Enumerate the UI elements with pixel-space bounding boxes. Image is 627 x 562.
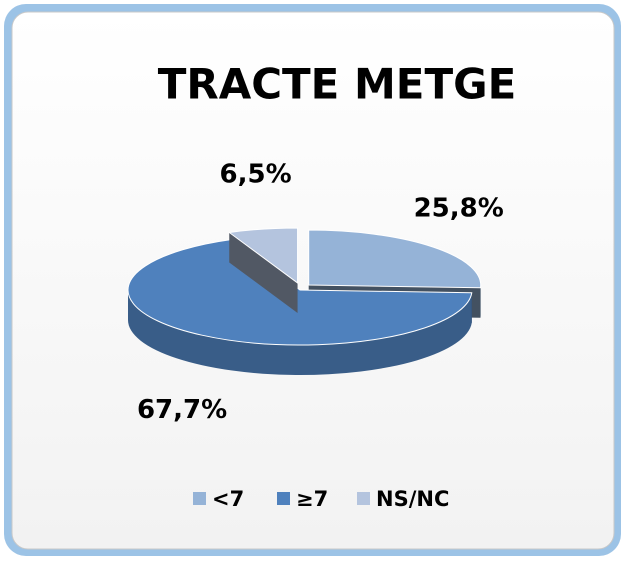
legend-label: ≥7 xyxy=(296,487,328,511)
pie-slice xyxy=(227,227,299,313)
data-label: 6,5% xyxy=(220,160,292,190)
slice-cut-face xyxy=(229,232,298,313)
slice-top xyxy=(127,238,473,346)
legend-label: <7 xyxy=(212,487,244,511)
legend-swatch xyxy=(357,492,370,505)
slice-top xyxy=(308,229,482,289)
legend-swatch xyxy=(193,492,206,505)
data-label: 67,7% xyxy=(137,395,227,425)
slice-top xyxy=(227,227,299,284)
legend-swatch xyxy=(277,492,290,505)
legend-label: NS/NC xyxy=(376,487,449,511)
slice-side xyxy=(128,290,472,376)
data-label: 25,8% xyxy=(414,194,504,224)
chart-title: TRACTE METGE xyxy=(158,60,517,109)
